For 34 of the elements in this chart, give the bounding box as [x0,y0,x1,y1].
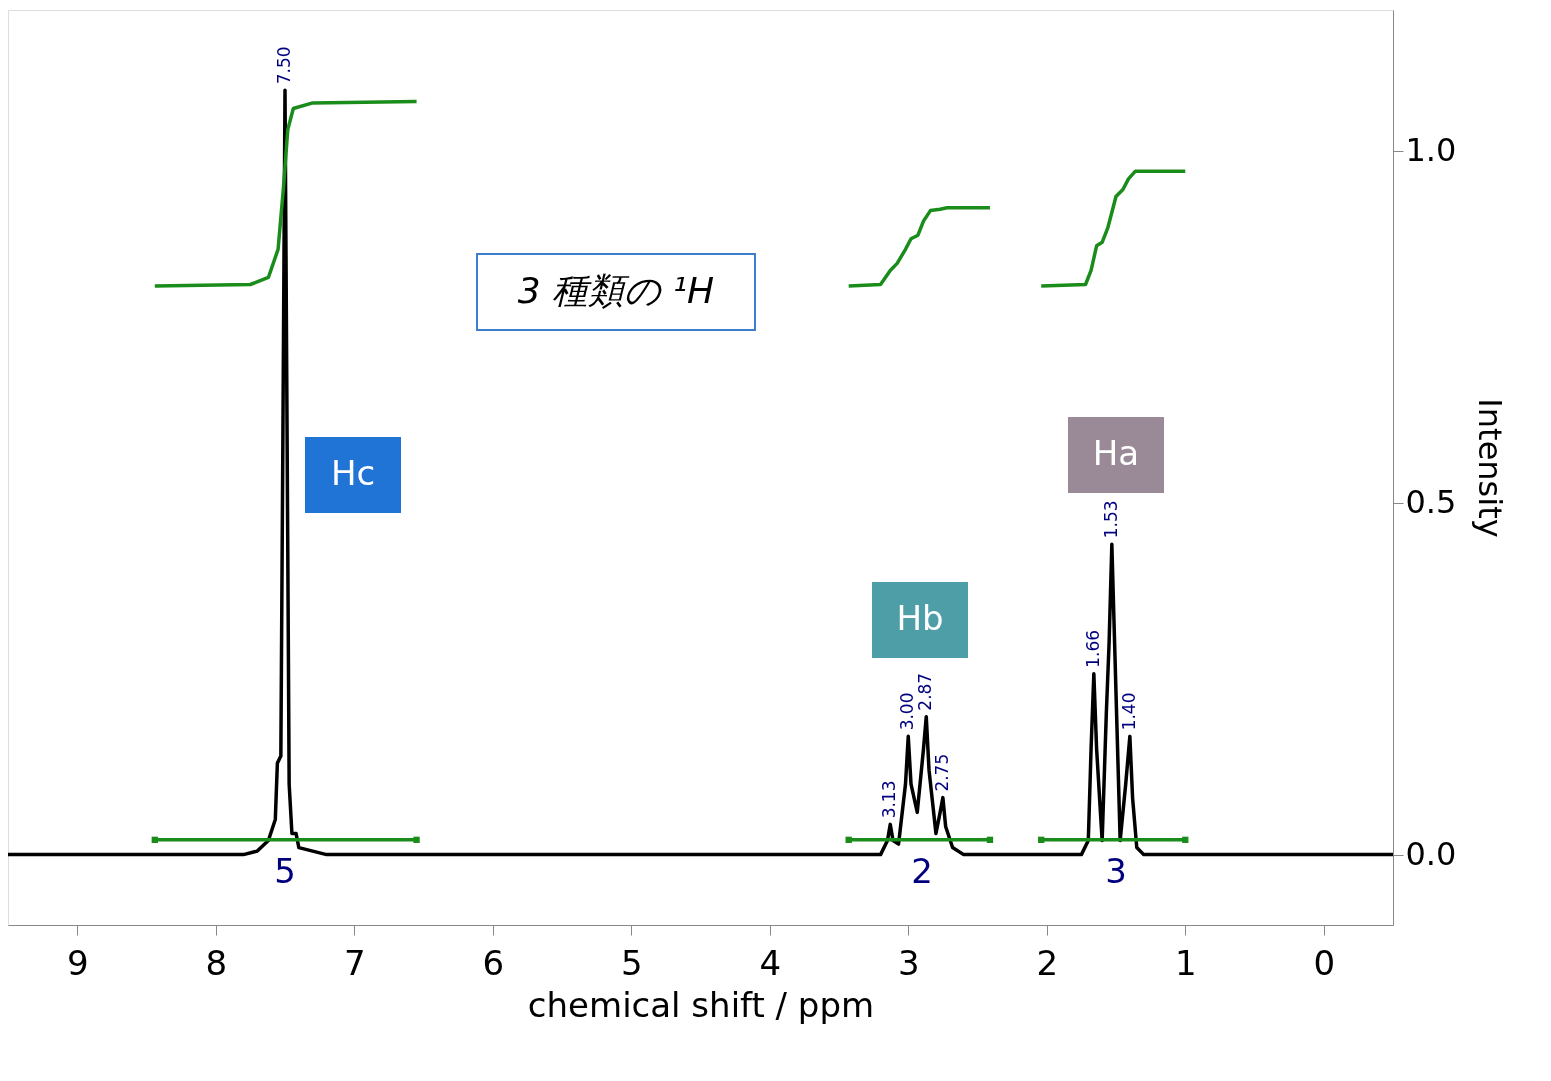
line-series [1039,169,1187,288]
x-tick-label: 1 [1174,942,1197,983]
annotation: 7.50 [274,46,294,85]
y-axis-title: Intensity [1471,398,1510,538]
line-series [8,88,1393,857]
x-axis-title: chemical shift / ppm [527,984,875,1025]
line-series [153,99,419,288]
annotation: 3 [1105,850,1127,891]
x-tick-label: 7 [343,942,366,983]
x-tick-label: 0 [1313,942,1336,983]
y-tick-label: 0.5 [1405,483,1457,522]
annotation: 3.00 [897,692,918,731]
annotation: Hc [330,453,376,493]
y-tick-label: 1.0 [1405,131,1457,170]
x-tick-label: 9 [66,942,89,983]
annotation: Hb [896,598,944,638]
annotation: 5 [274,850,296,891]
x-tick-label: 5 [620,942,643,983]
annotation: 3.13 [879,780,900,819]
y-tick-label: 0.0 [1405,835,1457,874]
x-tick-label: 3 [897,942,920,983]
annotation: 1.66 [1082,629,1103,668]
x-tick-label: 6 [482,942,505,983]
x-tick-label: 4 [759,942,782,983]
annotation: 2 [911,850,933,891]
annotation: 3 種類の ¹H [517,270,715,311]
annotation: Ha [1092,433,1140,473]
annotation: 1.40 [1118,692,1139,731]
annotation: 2.75 [931,753,952,792]
x-tick-label: 8 [205,942,228,983]
x-tick-label: 2 [1036,942,1059,983]
annotation: 1.53 [1100,500,1121,539]
annotation: 2.87 [915,672,936,711]
line-series [846,206,992,288]
